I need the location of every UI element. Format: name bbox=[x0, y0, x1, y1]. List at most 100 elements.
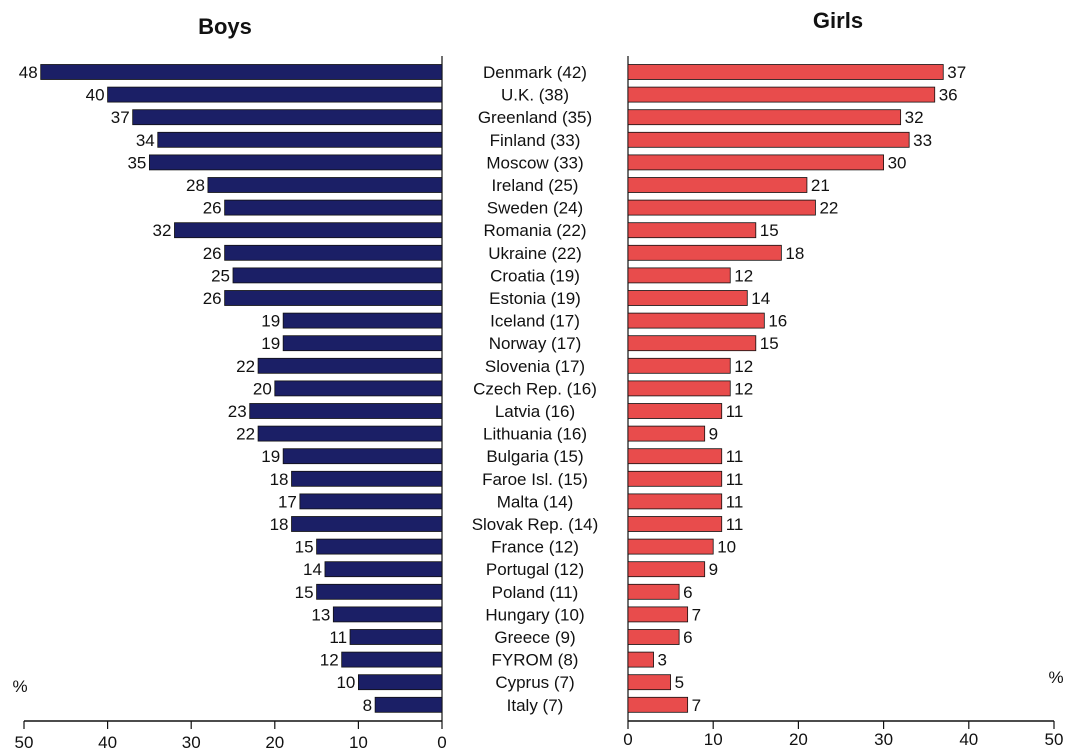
girls-unit-label: % bbox=[1048, 668, 1063, 687]
country-label: France (12) bbox=[491, 538, 579, 557]
country-label: Greece (9) bbox=[494, 628, 575, 647]
girls-value-label: 5 bbox=[675, 673, 684, 692]
girls-value-label: 15 bbox=[760, 334, 779, 353]
girls-value-label: 6 bbox=[683, 628, 692, 647]
girls-bar bbox=[627, 425, 706, 442]
girls-bar bbox=[627, 651, 654, 668]
country-label: Moscow (33) bbox=[486, 153, 583, 172]
country-label: Iceland (17) bbox=[490, 312, 580, 331]
boys-bar bbox=[232, 267, 443, 284]
girls-value-label: 7 bbox=[692, 605, 701, 624]
boys-bar bbox=[148, 154, 443, 171]
girls-bar bbox=[627, 629, 680, 645]
boys-value-label: 32 bbox=[153, 221, 172, 240]
boys-bar bbox=[374, 696, 443, 713]
boys-bar bbox=[107, 86, 443, 103]
girls-bar bbox=[627, 64, 944, 80]
boys-tick-label: 40 bbox=[98, 733, 117, 752]
boys-value-label: 18 bbox=[270, 470, 289, 489]
boys-value-label: 26 bbox=[203, 199, 222, 218]
country-label: Slovak Rep. (14) bbox=[472, 515, 599, 534]
girls-value-label: 11 bbox=[726, 515, 744, 534]
boys-tick-label: 20 bbox=[265, 733, 284, 752]
country-label: Denmark (42) bbox=[483, 63, 587, 82]
girls-value-label: 12 bbox=[734, 357, 753, 376]
country-label: Bulgaria (15) bbox=[486, 447, 583, 466]
girls-bar bbox=[627, 131, 910, 148]
boys-value-label: 26 bbox=[203, 289, 222, 308]
girls-value-label: 33 bbox=[913, 131, 932, 150]
girls-tick-label: 40 bbox=[959, 730, 978, 749]
country-label: Sweden (24) bbox=[487, 199, 583, 218]
country-label: Finland (33) bbox=[490, 131, 581, 150]
girls-value-label: 11 bbox=[726, 492, 744, 511]
girls-bar bbox=[627, 312, 765, 329]
country-label: Ukraine (22) bbox=[488, 244, 582, 263]
girls-tick-label: 10 bbox=[704, 730, 723, 749]
girls-value-label: 3 bbox=[658, 651, 667, 670]
country-label: Slovenia (17) bbox=[485, 357, 585, 376]
boys-value-label: 23 bbox=[228, 402, 247, 421]
country-label: Greenland (35) bbox=[478, 108, 592, 127]
country-label: Croatia (19) bbox=[490, 266, 580, 285]
boys-bar bbox=[224, 199, 443, 216]
girls-value-label: 6 bbox=[683, 583, 692, 602]
boys-value-label: 35 bbox=[127, 153, 146, 172]
boys-bar bbox=[249, 403, 443, 419]
girls-value-label: 30 bbox=[888, 153, 907, 172]
girls-bar bbox=[627, 516, 723, 532]
girls-value-label: 15 bbox=[760, 221, 779, 240]
boys-value-label: 8 bbox=[363, 696, 372, 715]
girls-value-label: 11 bbox=[726, 447, 744, 466]
boys-tick-label: 50 bbox=[15, 733, 34, 752]
country-label: Malta (14) bbox=[497, 492, 574, 511]
girls-value-label: 12 bbox=[734, 379, 753, 398]
boys-bar bbox=[174, 222, 443, 239]
girls-bar bbox=[627, 696, 689, 713]
girls-bar bbox=[627, 493, 723, 510]
boys-bar bbox=[291, 470, 443, 487]
boys-title: Boys bbox=[198, 14, 252, 39]
boys-value-label: 26 bbox=[203, 244, 222, 263]
girls-bar bbox=[627, 380, 731, 397]
boys-bar bbox=[316, 583, 443, 600]
girls-value-label: 10 bbox=[717, 538, 736, 557]
boys-bar bbox=[357, 674, 443, 691]
country-label: Norway (17) bbox=[489, 334, 582, 353]
girls-value-label: 22 bbox=[819, 199, 838, 218]
boys-bar bbox=[257, 425, 443, 442]
boys-bar bbox=[274, 380, 443, 397]
boys-bar bbox=[132, 109, 443, 126]
boys-value-label: 10 bbox=[336, 673, 355, 692]
girls-value-label: 9 bbox=[709, 425, 718, 444]
girls-value-label: 16 bbox=[768, 312, 787, 331]
girls-value-label: 7 bbox=[692, 696, 701, 715]
boys-value-label: 48 bbox=[19, 63, 38, 82]
boys-bar bbox=[349, 629, 443, 645]
girls-bar bbox=[627, 86, 936, 103]
boys-bar bbox=[332, 606, 443, 623]
boys-bar bbox=[324, 561, 443, 578]
girls-bar bbox=[627, 199, 816, 216]
girls-value-label: 9 bbox=[709, 560, 718, 579]
boys-bar bbox=[40, 64, 443, 80]
boys-value-label: 37 bbox=[111, 108, 130, 127]
girls-bar bbox=[627, 561, 706, 578]
girls-value-label: 36 bbox=[939, 86, 958, 105]
boys-value-label: 22 bbox=[236, 425, 255, 444]
girls-bar bbox=[627, 335, 757, 352]
boys-value-label: 15 bbox=[295, 583, 314, 602]
boys-tick-label: 0 bbox=[437, 733, 446, 752]
girls-bar bbox=[627, 606, 689, 623]
boys-value-label: 11 bbox=[329, 628, 347, 647]
girls-bar bbox=[627, 403, 723, 419]
country-label: Poland (11) bbox=[492, 583, 579, 602]
country-label: U.K. (38) bbox=[501, 86, 569, 105]
girls-bar bbox=[627, 244, 782, 261]
girls-title: Girls bbox=[813, 8, 863, 33]
boys-value-label: 19 bbox=[261, 447, 280, 466]
girls-tick-label: 50 bbox=[1045, 730, 1064, 749]
girls-tick-label: 0 bbox=[623, 730, 632, 749]
country-label: Estonia (19) bbox=[489, 289, 581, 308]
